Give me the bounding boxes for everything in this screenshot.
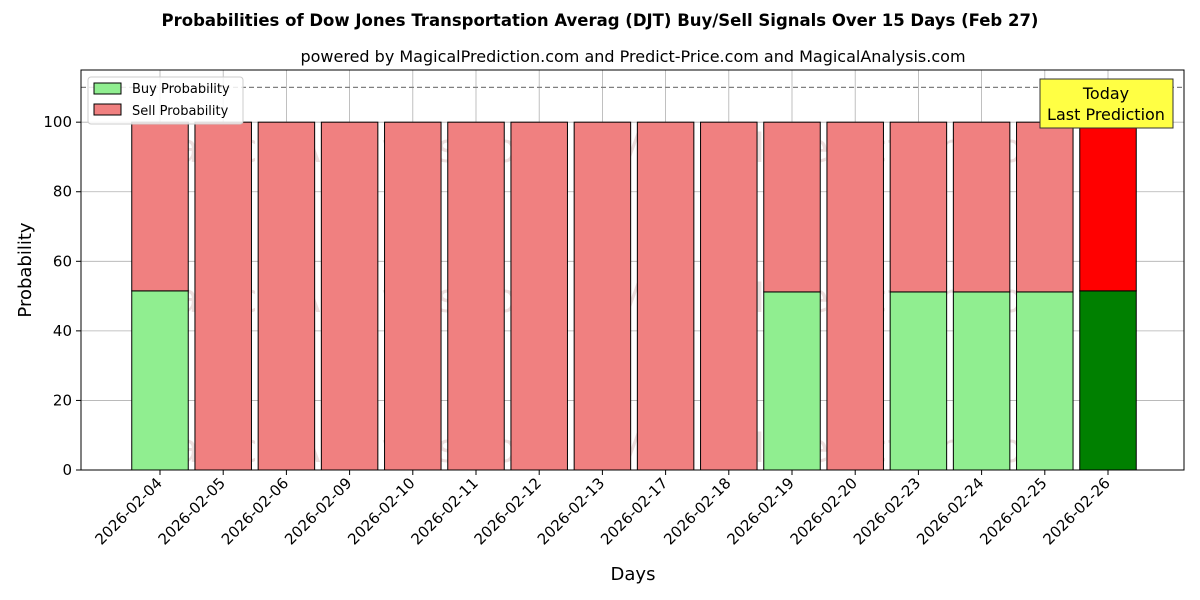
legend-label-buy: Buy Probability xyxy=(132,82,230,97)
x-tick-label: 2026-02-24 xyxy=(913,474,987,548)
bar-buy-2026-02-04 xyxy=(131,290,189,471)
x-tick-label: 2026-02-11 xyxy=(407,474,481,548)
x-tick-label: 2026-02-09 xyxy=(281,474,355,548)
bar-sell-2026-02-09 xyxy=(320,121,379,471)
bar-sell-2026-02-25 xyxy=(1016,121,1074,293)
bar-buy-2026-02-26 xyxy=(1079,290,1137,471)
y-tick-label: 40 xyxy=(53,322,72,340)
y-tick-label: 100 xyxy=(43,113,72,131)
bar-sell-2026-02-04 xyxy=(131,121,189,292)
annotation-line-1: Today xyxy=(1082,84,1129,103)
x-tick-label: 2026-02-12 xyxy=(471,474,545,548)
bar-buy-2026-02-19 xyxy=(763,291,821,471)
bar-sell-2026-02-24 xyxy=(952,121,1011,293)
x-tick-label: 2026-02-18 xyxy=(660,474,734,548)
x-tick-label: 2026-02-10 xyxy=(344,474,418,548)
plot-frame xyxy=(80,69,1185,471)
x-tick-label: 2026-02-26 xyxy=(1039,474,1113,548)
x-tick-label: 2026-02-13 xyxy=(534,474,608,548)
x-tick-label: 2026-02-19 xyxy=(723,474,797,548)
x-tick-label: 2026-02-06 xyxy=(218,474,292,548)
x-tick-label: 2026-02-25 xyxy=(976,474,1050,548)
y-tick-label: 60 xyxy=(53,252,72,270)
chart-subtitle: powered by MagicalPrediction.com and Pre… xyxy=(300,47,965,66)
bar-sell-2026-02-11 xyxy=(447,121,505,471)
x-axis-label: Days xyxy=(611,564,656,585)
bar-sell-2026-02-05 xyxy=(194,121,252,471)
bar-sell-2026-02-19 xyxy=(763,121,821,293)
y-tick-label: 80 xyxy=(53,183,72,201)
y-tick-label: 0 xyxy=(62,461,72,479)
y-axis-ticks: 0 20 40 60 80 100 xyxy=(43,113,81,479)
bar-sell-2026-02-23 xyxy=(889,121,948,293)
x-tick-label: 2026-02-23 xyxy=(850,474,924,548)
annotation-line-2: Last Prediction xyxy=(1047,105,1165,124)
chart-title: Probabilities of Dow Jones Transportatio… xyxy=(162,11,1039,30)
bar-sell-2026-02-13 xyxy=(573,121,632,471)
bar-sell-2026-02-10 xyxy=(384,121,442,471)
bar-sell-2026-02-12 xyxy=(510,121,568,471)
legend-label-sell: Sell Probability xyxy=(132,104,229,119)
bar-sell-2026-02-06 xyxy=(257,121,316,471)
legend: Buy Probability Sell Probability xyxy=(87,76,244,125)
x-tick-label: 2026-02-17 xyxy=(597,474,671,548)
bar-buy-2026-02-25 xyxy=(1016,291,1074,471)
bar-sell-2026-02-26 xyxy=(1079,121,1137,292)
y-axis-label: Probability xyxy=(15,222,36,317)
bar-sell-2026-02-17 xyxy=(636,121,695,471)
y-tick-label: 20 xyxy=(53,391,72,409)
x-tick-label: 2026-02-04 xyxy=(91,474,165,548)
bar-buy-2026-02-24 xyxy=(952,291,1011,471)
today-annotation: Today Last Prediction xyxy=(1039,78,1174,129)
annotation-box xyxy=(1039,78,1174,129)
bar-buy-2026-02-23 xyxy=(889,291,948,471)
x-tick-label: 2026-02-05 xyxy=(155,474,229,548)
x-axis-ticks: 2026-02-042026-02-052026-02-062026-02-09… xyxy=(91,470,1114,548)
legend-box xyxy=(87,76,244,125)
legend-swatch-sell xyxy=(93,103,122,116)
x-tick-label: 2026-02-20 xyxy=(787,474,861,548)
bar-sell-2026-02-20 xyxy=(826,121,884,471)
legend-swatch-buy xyxy=(93,82,122,95)
bar-sell-2026-02-18 xyxy=(700,121,758,471)
